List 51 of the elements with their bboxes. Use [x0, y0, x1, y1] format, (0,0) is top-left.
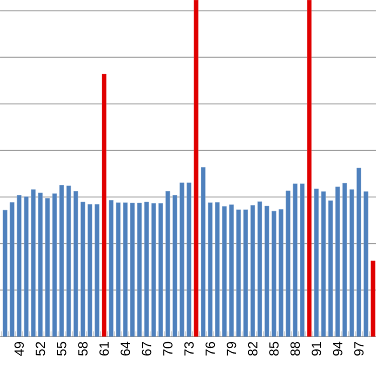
bar	[45, 198, 50, 337]
x-tick-label: 88	[290, 342, 300, 356]
x-tick-label: 94	[332, 342, 342, 356]
bar	[94, 204, 100, 337]
bar	[108, 200, 114, 337]
bar	[243, 210, 248, 337]
bar	[278, 209, 284, 337]
x-tick-label: 97	[354, 342, 364, 356]
bar	[342, 182, 348, 337]
bar	[250, 205, 256, 337]
bar	[349, 189, 354, 337]
bar	[328, 200, 333, 337]
bar	[2, 210, 8, 337]
bar	[10, 202, 14, 337]
bar	[208, 202, 213, 337]
bar	[59, 184, 64, 337]
x-tick-label: 91	[312, 342, 322, 356]
bar	[186, 182, 192, 337]
bar	[151, 203, 156, 337]
x-tick-label: 58	[78, 342, 88, 356]
bar	[236, 210, 241, 337]
bar	[88, 204, 92, 337]
x-tick-label: 52	[36, 342, 46, 356]
bar	[158, 203, 164, 337]
x-tick-label: 61	[99, 342, 109, 356]
x-tick-label: 55	[56, 342, 66, 356]
x-tick-label: 64	[120, 342, 130, 356]
x-tick-label: 85	[269, 342, 279, 356]
bar	[144, 202, 149, 337]
bar	[356, 168, 362, 337]
bar	[306, 0, 312, 337]
bar	[300, 184, 305, 337]
x-tick-label: 76	[206, 342, 215, 356]
x-tick-label: 79	[226, 342, 236, 356]
bar	[229, 204, 234, 337]
bar	[292, 184, 298, 337]
bar	[102, 74, 106, 337]
x-tick-label: 67	[142, 342, 152, 356]
bar	[180, 182, 184, 337]
bar	[80, 202, 86, 337]
x-tick-label: 70	[163, 342, 173, 356]
x-tick-label: 49	[14, 342, 24, 356]
bar	[31, 189, 36, 337]
x-tick-label: 73	[184, 342, 194, 356]
bar	[257, 201, 262, 337]
x-tick-label: 82	[248, 342, 258, 356]
bar	[137, 202, 142, 337]
bar	[264, 206, 270, 337]
bar	[194, 0, 198, 337]
bar	[130, 202, 135, 337]
bar	[52, 193, 57, 337]
